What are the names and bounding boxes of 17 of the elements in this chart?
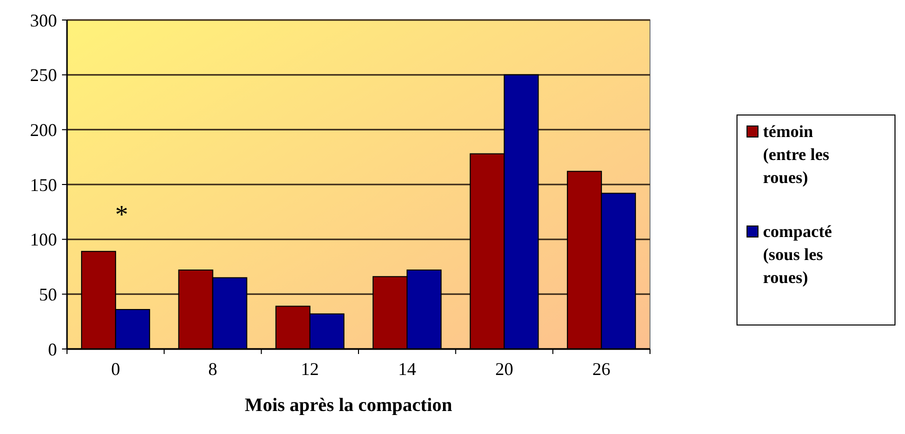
x-tick-label: 26 [592,359,610,379]
y-tick-label: 0 [48,339,57,360]
y-tick-label: 100 [30,230,57,250]
legend-label: témoin (entre les roues) [763,122,830,187]
y-tick-label: 50 [39,284,57,304]
x-tick-label: 0 [111,359,120,379]
y-tick-label: 200 [30,120,57,140]
legend-label: compacté (sous les roues) [763,222,832,287]
x-axis-title: Mois après la compaction [244,395,453,416]
y-tick-label: 250 [30,65,57,86]
x-tick-label: 14 [398,359,416,379]
x-tick-label: 8 [208,359,218,379]
y-tick-label: 150 [30,174,57,195]
y-tick-label: 300 [30,10,57,30]
x-tick-label: 20 [495,359,514,379]
x-tick-label: 12 [300,359,319,379]
annotation: * [115,200,128,230]
